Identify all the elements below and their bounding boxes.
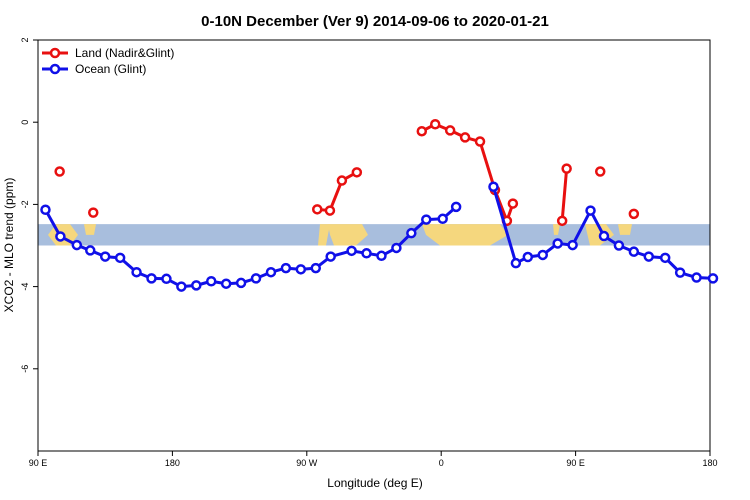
x-tick-label: 90 E bbox=[566, 458, 585, 468]
data-point bbox=[40, 204, 51, 215]
data-point bbox=[376, 250, 387, 262]
x-tick-label: 90 E bbox=[29, 458, 48, 468]
data-point bbox=[85, 245, 96, 256]
data-point bbox=[552, 238, 563, 249]
data-point bbox=[250, 273, 262, 284]
data-point bbox=[265, 266, 277, 278]
y-tick-label: -2 bbox=[20, 200, 30, 208]
data-point bbox=[54, 166, 65, 177]
data-point bbox=[459, 132, 471, 143]
data-point bbox=[429, 119, 441, 130]
data-point bbox=[474, 136, 486, 147]
data-point bbox=[71, 239, 83, 251]
x-tick-label: 180 bbox=[165, 458, 180, 468]
data-point bbox=[510, 257, 522, 269]
data-point bbox=[88, 207, 99, 218]
data-point bbox=[220, 278, 232, 289]
data-point bbox=[444, 125, 456, 136]
legend-label: Land (Nadir&Glint) bbox=[75, 46, 174, 60]
data-point bbox=[613, 240, 625, 251]
data-point bbox=[114, 252, 126, 264]
data-point bbox=[643, 251, 655, 262]
y-axis-label: XCO2 - MLO trend (ppm) bbox=[2, 178, 16, 313]
data-point bbox=[707, 273, 719, 284]
y-axis: 2 0 -2 -4 -6 bbox=[20, 37, 38, 373]
land-south-america bbox=[328, 224, 368, 246]
data-point bbox=[567, 239, 578, 251]
land-new-guinea-east bbox=[618, 224, 632, 235]
series-line bbox=[44, 205, 458, 289]
data-point bbox=[585, 205, 596, 216]
y-tick-label: 0 bbox=[20, 120, 30, 125]
data-point bbox=[659, 252, 671, 264]
latitude-band bbox=[38, 224, 710, 246]
data-point bbox=[280, 262, 292, 274]
land-sri-lanka bbox=[553, 224, 560, 235]
data-point bbox=[691, 272, 702, 283]
data-point bbox=[674, 267, 686, 278]
data-point bbox=[556, 215, 568, 227]
data-point bbox=[416, 125, 428, 137]
y-tick-label: -4 bbox=[20, 283, 30, 291]
data-point bbox=[598, 230, 610, 242]
data-point bbox=[488, 181, 499, 192]
data-point bbox=[324, 205, 336, 216]
data-point bbox=[594, 166, 606, 177]
data-point bbox=[205, 276, 217, 287]
y-tick-label: -6 bbox=[20, 365, 30, 373]
data-point bbox=[191, 280, 202, 291]
x-axis: 90 E 180 90 W 0 90 E 180 bbox=[29, 451, 718, 468]
data-point bbox=[628, 208, 640, 220]
legend-label: Ocean (Glint) bbox=[75, 62, 146, 76]
data-point bbox=[346, 245, 357, 257]
data-point bbox=[537, 249, 548, 261]
legend-marker bbox=[49, 47, 61, 59]
data-point bbox=[421, 214, 432, 225]
data-point bbox=[507, 198, 519, 209]
land-africa bbox=[422, 224, 508, 246]
data-point bbox=[295, 264, 307, 275]
data-point bbox=[628, 246, 640, 257]
series-line bbox=[317, 171, 358, 213]
land-new-guinea bbox=[84, 224, 96, 235]
y-tick-label: 2 bbox=[20, 37, 30, 42]
data-point bbox=[361, 248, 372, 259]
data-point bbox=[325, 251, 336, 262]
data-point bbox=[176, 281, 187, 292]
land-silhouettes bbox=[48, 224, 632, 246]
data-point bbox=[131, 266, 142, 278]
data-point bbox=[406, 227, 417, 239]
latitude-band-layer bbox=[38, 224, 710, 246]
series-line bbox=[560, 168, 569, 221]
data-point bbox=[310, 262, 322, 274]
land-central-america bbox=[318, 224, 330, 246]
series-land bbox=[54, 119, 640, 227]
data-point bbox=[235, 277, 247, 289]
x-tick-label: 0 bbox=[439, 458, 444, 468]
x-tick-label: 180 bbox=[702, 458, 717, 468]
data-point bbox=[437, 213, 448, 225]
x-tick-label: 90 W bbox=[296, 458, 318, 468]
plot-frame bbox=[37, 39, 711, 452]
x-axis-label: Longitude (deg E) bbox=[327, 476, 422, 490]
data-point bbox=[561, 163, 572, 174]
data-point bbox=[351, 167, 363, 178]
legend: Land (Nadir&Glint) Ocean (Glint) bbox=[42, 46, 174, 76]
data-point bbox=[450, 201, 462, 213]
data-point bbox=[161, 273, 172, 285]
chart-title: 0-10N December (Ver 9) 2014-09-06 to 202… bbox=[201, 13, 549, 30]
data-point bbox=[146, 273, 157, 284]
data-point bbox=[55, 231, 66, 242]
data-point bbox=[522, 251, 534, 263]
data-point bbox=[336, 175, 348, 186]
series-ocean bbox=[40, 181, 719, 292]
series-layer bbox=[40, 119, 719, 292]
data-point bbox=[391, 242, 402, 254]
data-point bbox=[312, 204, 323, 215]
data-point bbox=[99, 251, 111, 262]
legend-marker bbox=[49, 63, 61, 75]
